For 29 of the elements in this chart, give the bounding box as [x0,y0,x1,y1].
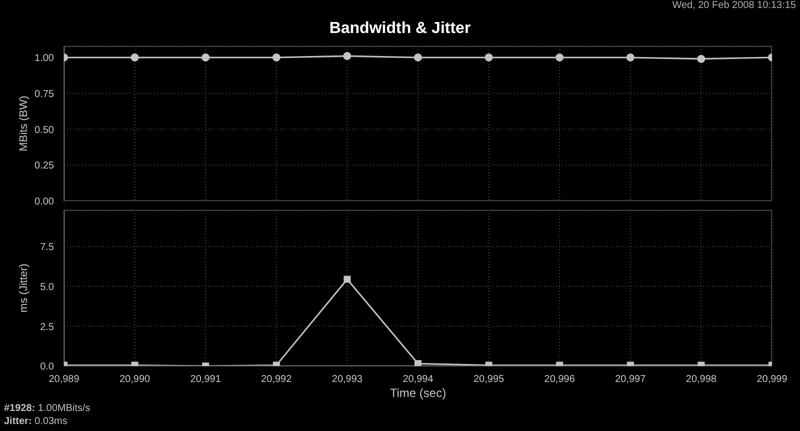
y-tick-label: 0.50 [34,124,54,136]
x-tick-label: 20,991 [190,374,222,386]
x-tick-label: 20,998 [686,374,717,386]
point [344,276,351,283]
x-tick-label: 20,997 [615,374,646,386]
text: Wed, 20 Feb 2008 10:13:15 [672,0,796,11]
x-tick-label: 20,994 [402,374,434,386]
y-tick-label: 0.00 [34,196,54,208]
x-tick-label: 20,999 [756,374,788,386]
y-tick-label: 7.5 [40,242,54,254]
y-tick-label: 5.0 [40,282,54,293]
y-tick-label: 0.75 [34,88,54,100]
y-tick-label: 2.5 [40,322,54,333]
chart-title: Bandwidth & Jitter [329,20,471,37]
y-tick-label: 0.0 [40,362,54,373]
x-axis-title: Time (sec) [390,386,446,400]
x-tick-label: 20,996 [544,374,576,386]
x-tick-label: 20,992 [261,374,292,386]
text: Jitter: 0.03ms [4,416,68,427]
x-tick-label: 20,993 [332,374,363,386]
y-axis-title: ms (Jitter) [18,264,30,312]
y-axis-title: MBits (BW) [18,96,30,152]
text: #1928: 1.00MBits/s [4,403,90,414]
y-tick-label: 0.25 [34,160,54,172]
point [414,360,422,366]
x-tick-label: 20,990 [120,374,151,386]
x-tick-label: 20,995 [474,374,505,386]
x-tick-label: 20,989 [48,374,80,386]
y-tick-label: 1.00 [34,53,54,64]
